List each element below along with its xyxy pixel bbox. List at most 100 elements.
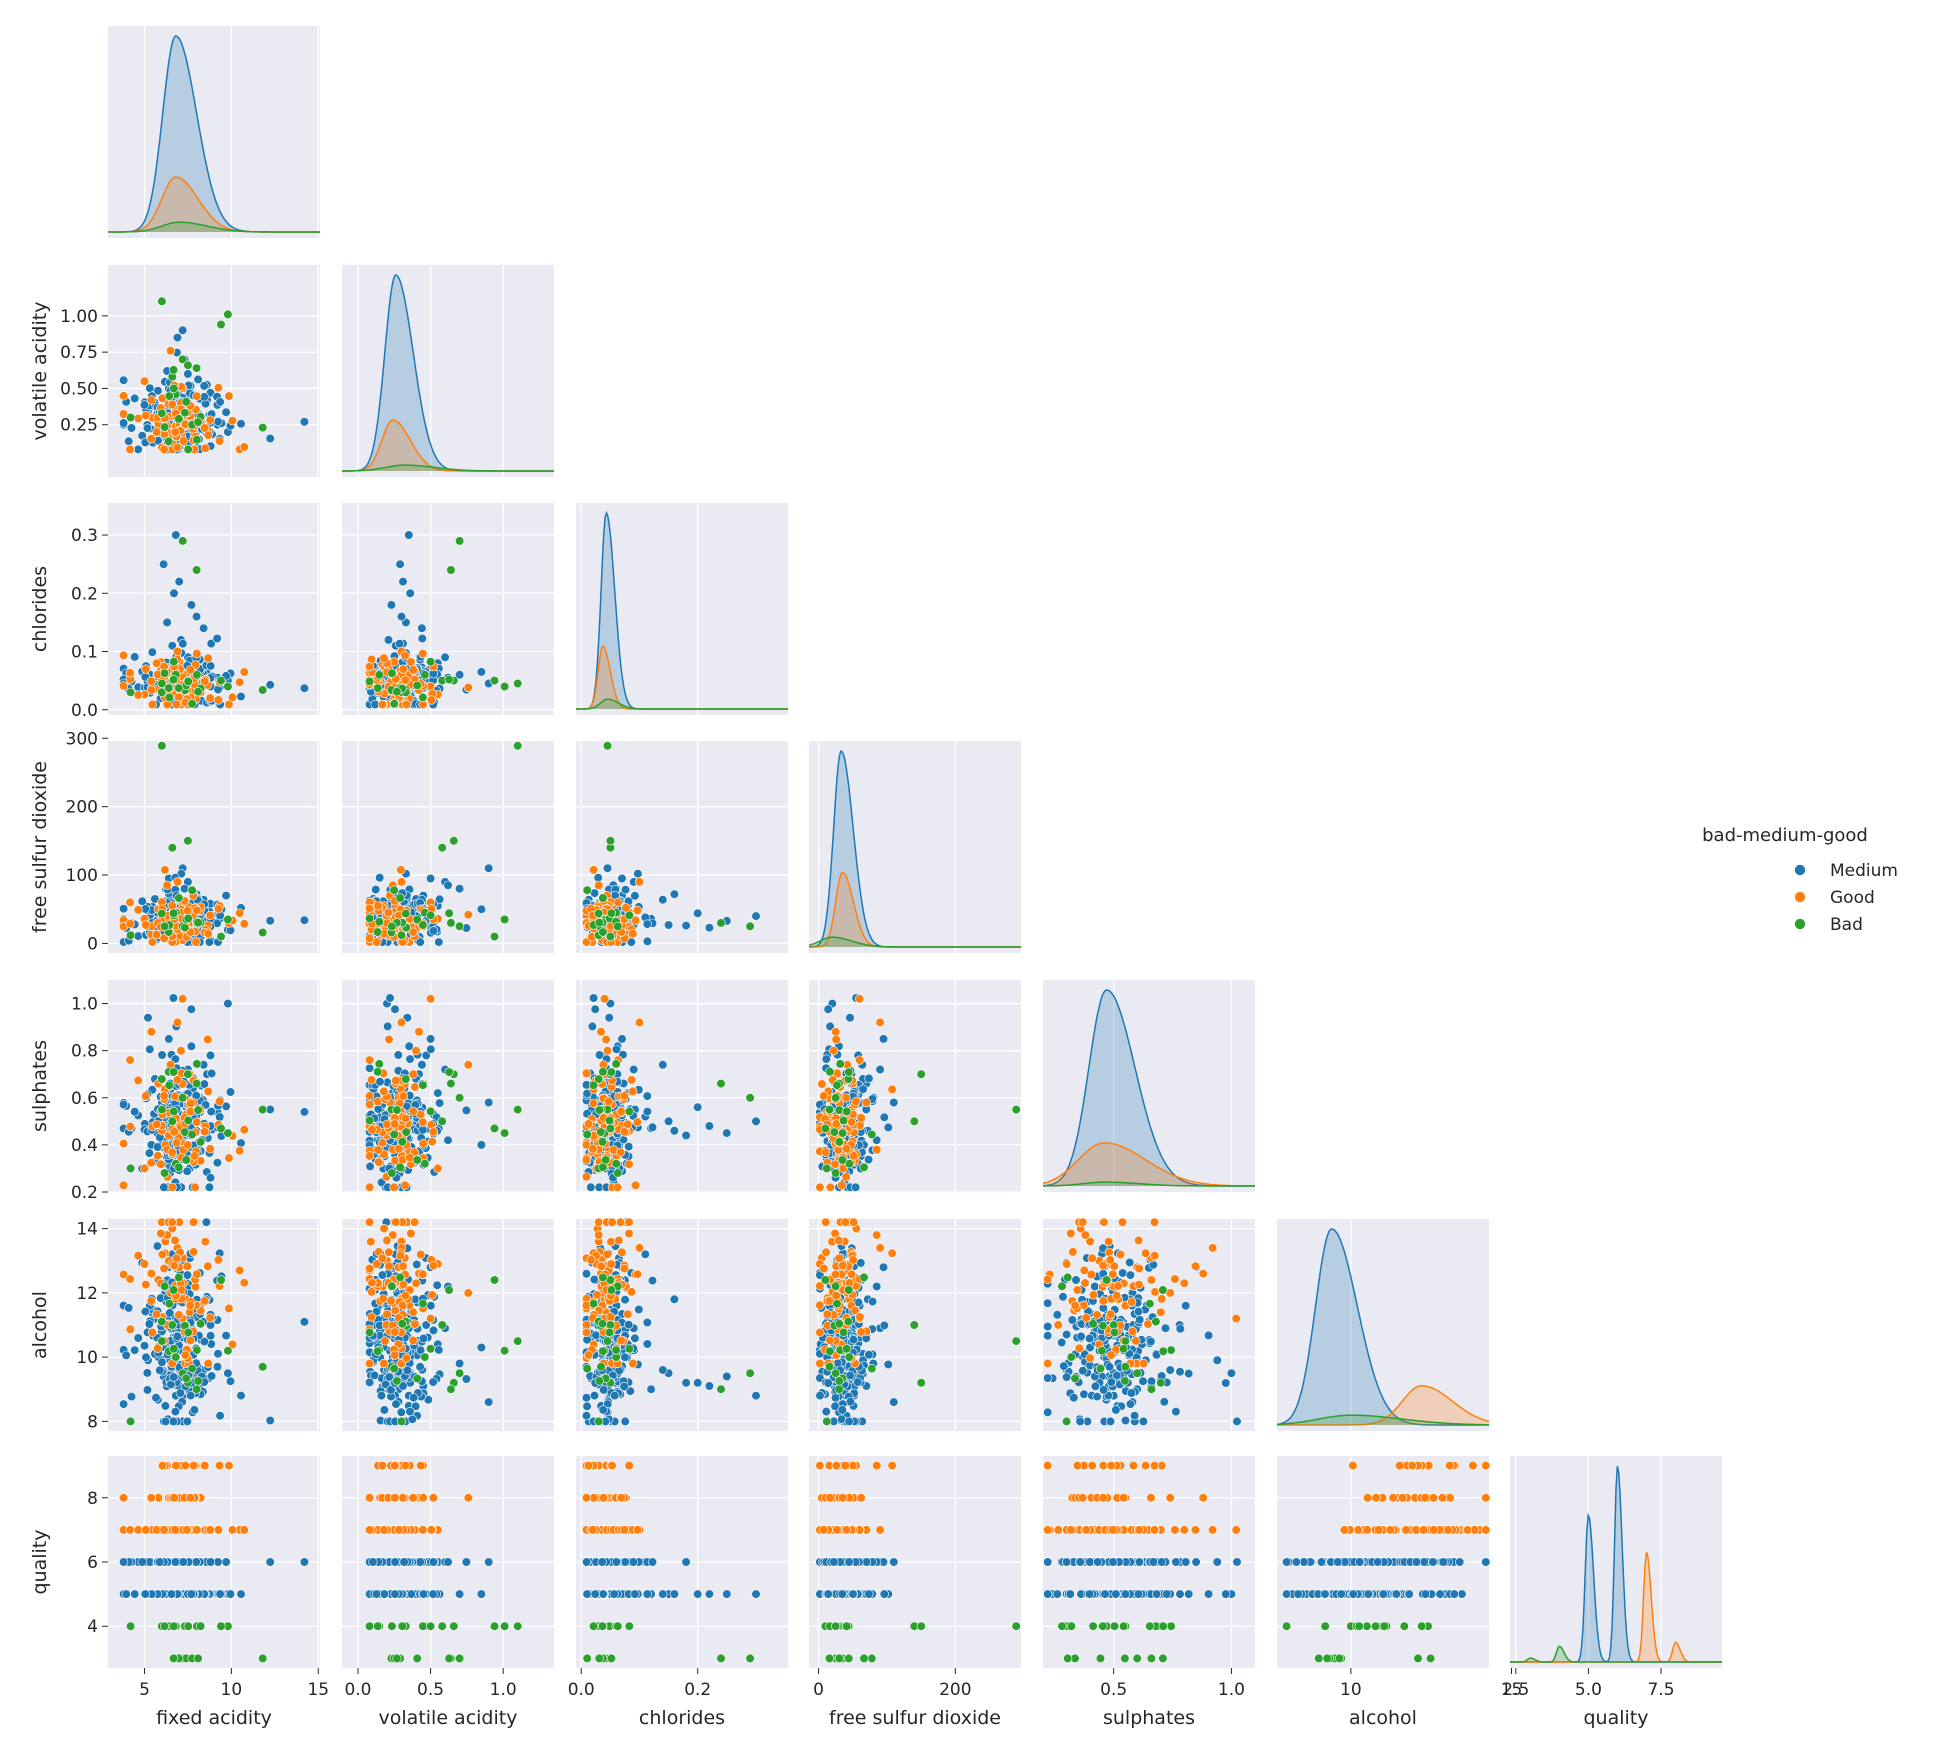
- point-good: [398, 1301, 407, 1310]
- panel-sulphates-vs-sulphates: [1043, 980, 1255, 1192]
- point-bad: [447, 919, 456, 928]
- point-good: [399, 1262, 408, 1271]
- point-good: [419, 1139, 428, 1148]
- point-bad: [168, 1321, 177, 1330]
- point-good: [193, 1118, 202, 1127]
- point-bad: [595, 1106, 604, 1115]
- point-medium: [179, 639, 188, 648]
- point-bad: [910, 1117, 919, 1126]
- point-bad: [188, 886, 197, 895]
- point-medium: [237, 420, 246, 429]
- point-medium: [693, 909, 702, 918]
- point-bad: [194, 687, 203, 696]
- point-bad: [196, 1138, 205, 1147]
- point-good: [603, 1046, 612, 1055]
- point-good: [161, 866, 170, 875]
- point-medium: [603, 864, 612, 873]
- point-medium: [610, 1391, 619, 1400]
- point-good: [428, 1137, 437, 1146]
- point-medium: [427, 1045, 436, 1054]
- point-bad: [614, 1169, 623, 1178]
- point-good: [240, 443, 249, 452]
- point-bad: [193, 435, 202, 444]
- point-good: [401, 651, 410, 660]
- point-medium: [266, 1416, 275, 1425]
- panel-volatile-acidity-vs-volatile-acidity: [342, 265, 554, 477]
- point-bad: [1012, 1105, 1021, 1114]
- point-good: [383, 1236, 392, 1245]
- tick-label-y: 0.4: [71, 1136, 98, 1156]
- point-good: [378, 1139, 387, 1148]
- point-good: [374, 902, 383, 911]
- point-bad: [438, 843, 447, 852]
- point-medium: [187, 1042, 196, 1051]
- point-medium: [865, 1074, 874, 1083]
- point-good: [170, 1261, 179, 1270]
- point-bad: [445, 1286, 454, 1295]
- point-medium: [371, 885, 380, 894]
- point-medium: [161, 1402, 170, 1411]
- point-bad: [393, 1377, 402, 1386]
- point-bad: [164, 684, 173, 693]
- point-good: [240, 668, 249, 677]
- point-good: [426, 1314, 435, 1323]
- point-bad: [421, 1159, 430, 1168]
- point-medium: [419, 1334, 428, 1343]
- point-good: [818, 1080, 827, 1089]
- point-medium: [419, 1126, 428, 1135]
- point-medium: [621, 1417, 630, 1426]
- point-medium: [399, 577, 408, 586]
- point-good: [419, 1270, 428, 1279]
- point-good: [378, 1254, 387, 1263]
- point-medium: [375, 873, 384, 882]
- point-bad: [614, 922, 623, 931]
- point-bad: [126, 931, 135, 940]
- point-medium: [890, 1098, 899, 1107]
- point-bad: [258, 686, 267, 695]
- point-good: [410, 1218, 419, 1227]
- point-good: [419, 1118, 428, 1127]
- point-medium: [620, 1382, 629, 1391]
- point-bad: [158, 409, 167, 418]
- point-good: [392, 1218, 401, 1227]
- point-medium: [160, 1183, 169, 1192]
- point-bad: [402, 909, 411, 918]
- point-medium: [206, 1173, 215, 1182]
- point-medium: [441, 653, 450, 662]
- point-medium: [153, 1242, 162, 1251]
- point-bad: [126, 413, 135, 422]
- point-good: [214, 905, 223, 914]
- point-good: [225, 1154, 234, 1163]
- point-bad: [170, 384, 179, 393]
- point-medium: [205, 938, 214, 947]
- point-medium: [190, 1406, 199, 1415]
- point-bad: [513, 1337, 522, 1346]
- point-bad: [445, 675, 454, 684]
- point-medium: [130, 1107, 139, 1116]
- point-bad: [170, 657, 179, 666]
- point-medium: [145, 1320, 154, 1329]
- point-bad: [160, 423, 169, 432]
- point-bad: [169, 1286, 178, 1295]
- point-good: [157, 1229, 166, 1238]
- point-medium: [618, 1035, 627, 1044]
- point-medium: [723, 1129, 732, 1138]
- point-medium: [202, 1218, 211, 1227]
- point-bad: [160, 1282, 169, 1291]
- point-medium: [222, 891, 231, 900]
- point-bad: [845, 1068, 854, 1077]
- point-good: [368, 1278, 377, 1287]
- point-good: [582, 1173, 591, 1182]
- point-good: [401, 1291, 410, 1300]
- point-good: [855, 1056, 864, 1065]
- point-medium: [435, 1346, 444, 1355]
- point-medium: [214, 1349, 223, 1358]
- point-good: [412, 1279, 421, 1288]
- point-good: [365, 934, 374, 943]
- point-good: [152, 428, 161, 437]
- point-good: [204, 654, 213, 663]
- point-bad: [398, 1138, 407, 1147]
- tick-label-y: 1.00: [60, 307, 98, 327]
- point-good: [206, 1314, 215, 1323]
- point-bad: [823, 1164, 832, 1173]
